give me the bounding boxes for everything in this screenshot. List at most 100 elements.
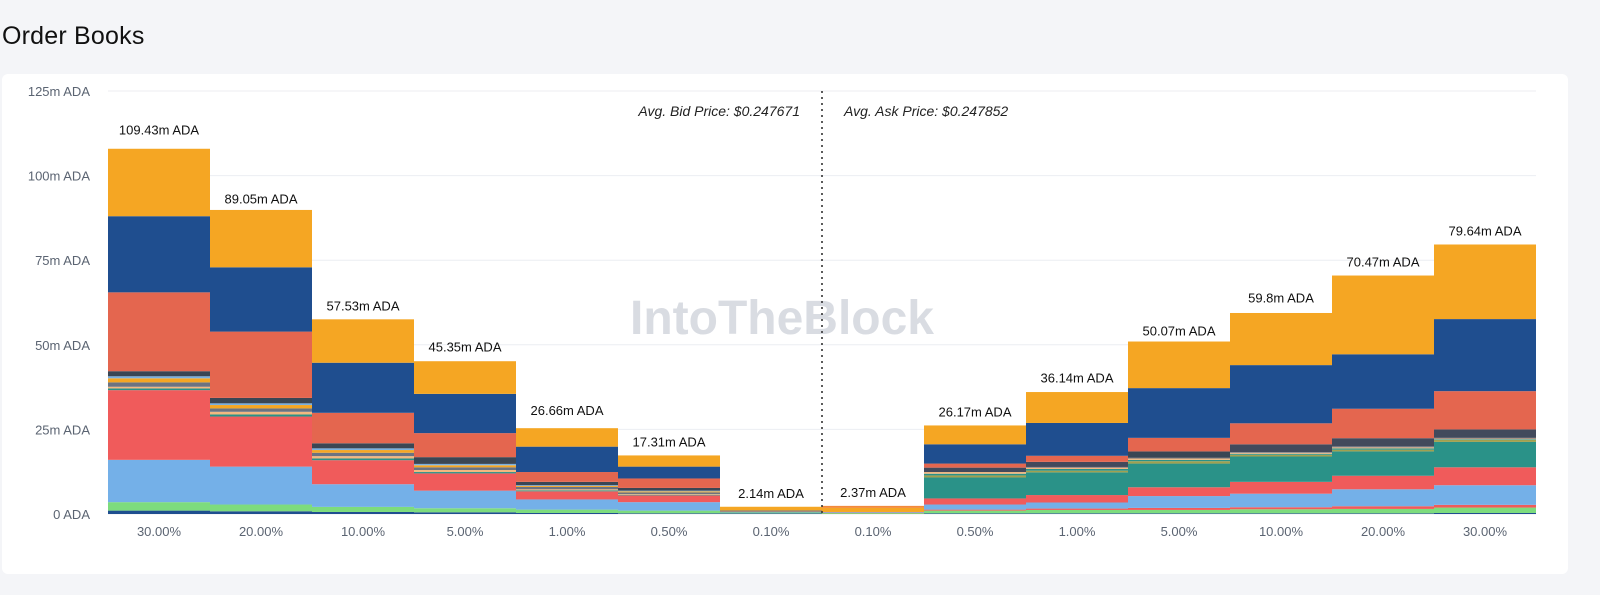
- bar-segment-green: [414, 508, 516, 513]
- bar-segment-gray: [210, 408, 312, 412]
- bar-segment-salmon: [1230, 423, 1332, 445]
- bar-segment-blue2: [210, 403, 312, 406]
- bar-segment-teal: [1332, 451, 1434, 476]
- bar-segment-blue2: [516, 485, 618, 486]
- bar-segment-navy: [1128, 513, 1230, 514]
- bar-segment-peach: [516, 489, 618, 491]
- bar-segment-navy: [1434, 512, 1536, 514]
- bar-segment-red2: [1332, 475, 1434, 490]
- bar-segment-lightblue: [618, 502, 720, 511]
- bar-segment-dark: [1128, 451, 1230, 458]
- bar-segment-gray: [1230, 452, 1332, 453]
- bar-segment-red: [924, 509, 1026, 511]
- bar-segment-lightblue: [822, 511, 924, 513]
- bar-segment-navy: [1332, 513, 1434, 514]
- bar-segment-yellow: [414, 465, 516, 468]
- bar-segment-blue2: [618, 490, 720, 492]
- bar-segment-dark: [414, 457, 516, 464]
- bar-segment-teal2: [1434, 439, 1536, 440]
- bar-segment-lightblue: [210, 466, 312, 505]
- avg-bid-price-label: Avg. Bid Price: $0.247671: [637, 103, 800, 119]
- bar-segment-green: [1026, 509, 1128, 514]
- bar-segment-gold: [1230, 312, 1332, 366]
- bar-segment-red2: [924, 498, 1026, 505]
- order-books-card: IntoTheBlock 0 ADA 25m ADA 50m ADA 75m ADA 1…: [2, 74, 1568, 574]
- bar-segment-peach: [108, 386, 210, 389]
- bar-segment-gray: [414, 467, 516, 471]
- bar-segment-gray: [1332, 446, 1434, 448]
- bar-segment-salmon: [1332, 408, 1434, 439]
- bar-segment-navy: [312, 511, 414, 514]
- x-tick-label: 20.00%: [1361, 524, 1406, 539]
- x-tick-label: 1.00%: [549, 524, 586, 539]
- bar-segment-red2: [1434, 467, 1536, 486]
- bar-segment-green: [720, 512, 822, 514]
- bar-segment-teal2: [312, 458, 414, 461]
- bar-segment-blue: [1230, 365, 1332, 424]
- x-tick-label: 5.00%: [447, 524, 484, 539]
- bar-segment-gold: [924, 425, 1026, 445]
- bar-segment-teal2: [108, 388, 210, 391]
- bar-segment-gold: [108, 148, 210, 217]
- bar-segment-navy: [1026, 513, 1128, 514]
- bar-segment-gold: [1128, 341, 1230, 389]
- bar-segment-blue: [618, 466, 720, 479]
- bar-segment-teal2: [1230, 453, 1332, 455]
- bar-segment-red2: [1128, 487, 1230, 497]
- bar-segment-green: [618, 510, 720, 514]
- bar-segment-gold: [720, 506, 822, 511]
- bar-segment-red3: [312, 460, 414, 485]
- bar-segment-teal2: [1026, 468, 1128, 471]
- page-title: Order Books: [2, 22, 145, 50]
- bar-segment-blue: [210, 267, 312, 332]
- bar-total-label: 70.47m ADA: [1347, 255, 1420, 270]
- bar-segment-salmon: [210, 331, 312, 398]
- bar-segment-blue: [516, 446, 618, 473]
- x-tick-label: 30.00%: [1463, 524, 1508, 539]
- bar-segment-green: [1230, 509, 1332, 514]
- bar-segment-red: [1434, 504, 1536, 508]
- bar-segment-blue2: [108, 376, 210, 379]
- bar-total-label: 57.53m ADA: [327, 298, 400, 313]
- bar-segment-lightblue: [1230, 493, 1332, 508]
- bar-total-label: 26.17m ADA: [939, 404, 1012, 419]
- bar-segment-gray: [618, 492, 720, 495]
- bar-segment-darkgray: [1332, 438, 1434, 447]
- bar-segment-darkgray: [924, 467, 1026, 473]
- bar-segment-salmon: [1434, 391, 1536, 430]
- y-tick-label: 0 ADA: [53, 507, 90, 522]
- bar-segment-teal2: [516, 490, 618, 492]
- bar-segment-teal2: [1332, 448, 1434, 450]
- bar-segment-blue: [312, 362, 414, 413]
- bar-segment-teal2: [414, 472, 516, 474]
- bar-segment-teal2: [924, 473, 1026, 476]
- bar-segment-green: [1128, 509, 1230, 514]
- bar-total-label: 89.05m ADA: [225, 192, 298, 207]
- bar-segment-dark: [108, 371, 210, 377]
- bar-segment-olive: [1128, 461, 1230, 464]
- bar-total-label: 2.14m ADA: [738, 486, 804, 501]
- bar-segment-yellow: [210, 405, 312, 409]
- bar-segment-salmon: [1026, 455, 1128, 462]
- bar-segment-gold: [1332, 275, 1434, 355]
- bar-segment-lightblue: [516, 499, 618, 510]
- bar-segment-navy: [414, 512, 516, 514]
- bar-segment-olive: [924, 475, 1026, 478]
- x-tick-label: 0.10%: [753, 524, 790, 539]
- bar-segment-navy: [618, 513, 720, 514]
- bar-segment-peach: [1128, 458, 1230, 460]
- bar-segment-olive: [1026, 470, 1128, 473]
- bar-segment-dark: [210, 397, 312, 404]
- bar-segment-peach: [924, 472, 1026, 474]
- bar-segment-gray: [1128, 457, 1230, 459]
- watermark-text: IntoTheBlock: [630, 292, 934, 345]
- x-tick-label: 10.00%: [341, 524, 386, 539]
- bar-segment-navy: [108, 510, 210, 514]
- bar-segment-red: [1128, 507, 1230, 510]
- bar-segment-red3: [210, 416, 312, 467]
- bar-total-label: 109.43m ADA: [119, 123, 200, 138]
- bar-segment-gray: [720, 511, 822, 513]
- bar-segment-green: [210, 504, 312, 512]
- bar-segment-teal2: [210, 414, 312, 417]
- bar-segment-gold: [618, 455, 720, 467]
